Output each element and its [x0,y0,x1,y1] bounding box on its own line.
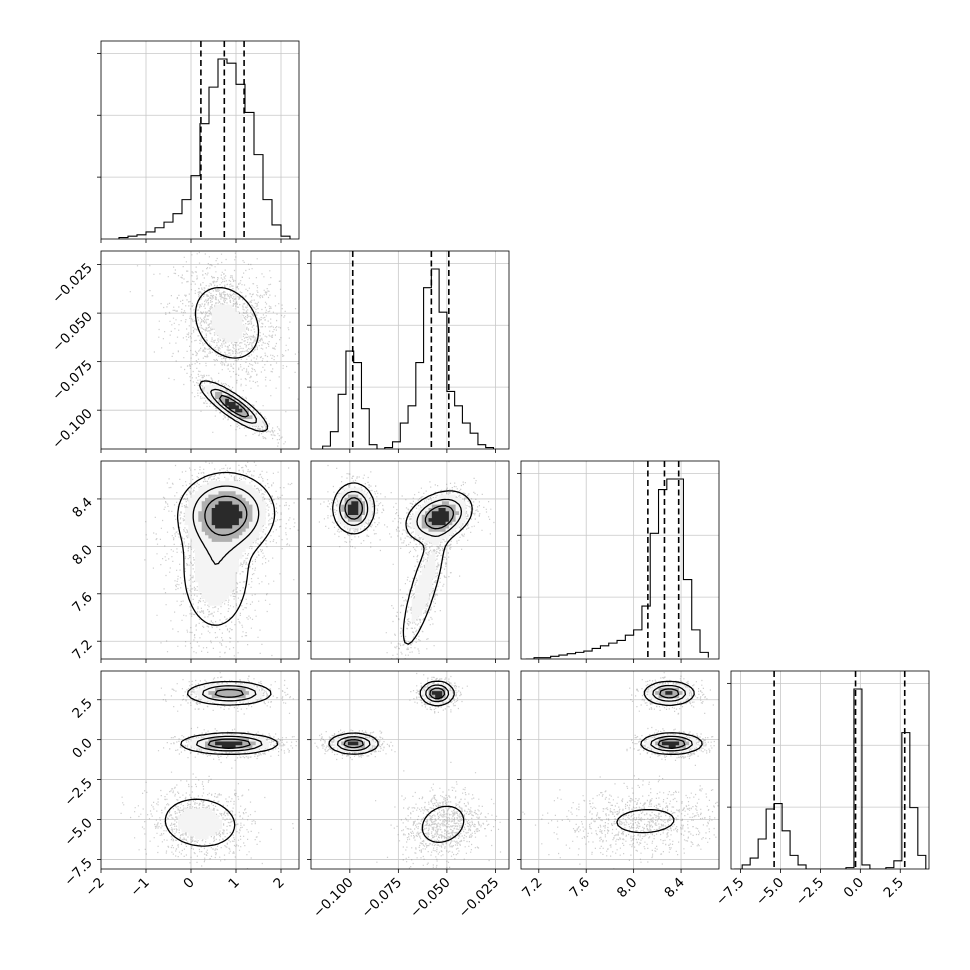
contour-level-3 [343,687,446,749]
density-fill-high [215,741,243,749]
density-fill-low [337,487,466,623]
x-tick-label-p1: 2 [270,875,287,892]
x-tick-label-p2: −0.025 [456,875,503,922]
contour-level-1 [176,471,276,626]
contour-level-1 [328,680,465,843]
panel-frame [520,670,720,870]
x-tick-label-p3: 8.0 [614,875,641,902]
x-tick-label-p3: 8.4 [661,875,688,902]
histogram-panel-2 [307,250,510,453]
x-tick-label-p1: 1 [225,875,242,892]
panel-frame [520,460,720,660]
x-tick-label-p4: 2.5 [881,875,908,902]
panel-frame [100,670,300,870]
contour-level-3 [344,497,455,530]
y-tick-label-p2: −0.050 [49,309,96,356]
scatter-panel-2-4 [307,670,510,873]
sample-points [129,251,299,447]
x-tick-label-p3: 7.2 [519,875,546,902]
density-fill-high [661,691,680,749]
y-tick-label-p4: 0.0 [69,735,96,762]
scatter-panel-1-2 [97,250,300,453]
panel-frame [100,40,300,240]
histogram-3 [525,478,709,659]
histogram-4 [734,688,927,869]
x-tick-label-p2: −0.075 [359,875,406,922]
contour-level-3 [204,495,248,536]
contour-level-3 [218,394,250,418]
panel-frame [730,670,930,870]
contour-level-3 [657,688,686,749]
x-tick-label-p2: −0.050 [407,875,454,922]
x-tick-label-p1: −1 [127,875,152,900]
y-tick-label-p4: 2.5 [69,695,96,722]
scatter-panel-2-3 [307,460,510,663]
y-tick-label-p2: −0.100 [49,406,96,453]
panel-frame [310,250,510,450]
panel-frame [100,250,300,450]
density-fill-high [347,501,449,526]
x-tick-label-p1: −2 [82,875,107,900]
y-tick-label-p3: 8.0 [69,542,96,569]
scatter-panel-1-4 [97,670,300,873]
contour-level-1 [194,286,269,432]
y-tick-label-p2: −0.025 [49,260,96,307]
x-tick-label-p4: −7.5 [713,875,747,909]
contour-level-2 [650,684,693,752]
contour-level-1 [164,680,279,847]
contour-level-2 [195,685,263,752]
x-tick-label-p2: −0.100 [310,875,357,922]
density-fill-mid [341,494,459,532]
contour-level-2 [339,490,463,538]
histogram-2 [322,268,495,449]
x-tick-label-p4: −5.0 [753,875,787,909]
histogram-panel-4 [727,670,930,873]
contour-level-2 [336,684,450,752]
density-fill-low [178,684,270,840]
contour-level-2 [210,388,257,424]
panel-frame [310,460,510,660]
x-tick-label-p1: 0 [180,875,197,892]
y-tick-label-p4: −5.0 [61,815,95,849]
density-fill-low [334,684,453,752]
contour-level-1 [616,680,703,834]
panel-frame [310,670,510,870]
density-fill-mid [215,391,253,420]
contour-level-3 [207,688,251,749]
x-tick-label-p4: 0.0 [841,875,868,902]
sample-points [521,672,719,869]
sample-points [144,461,299,658]
x-tick-label-p3: 7.6 [567,875,594,902]
y-tick-label-p2: −0.075 [49,357,96,404]
density-fill-low [205,304,263,426]
density-fill-high [211,501,243,529]
scatter-panel-1-3 [97,460,300,663]
panel-frame [100,460,300,660]
sample-points [314,672,502,869]
histogram-1 [118,58,291,239]
scatter-panel-3-4 [517,670,720,873]
histogram-panel-3 [517,460,720,663]
contour-level-2 [192,485,260,565]
contour-level-1 [332,482,473,645]
x-tick-label-p4: −2.5 [793,875,827,909]
y-tick-label-p3: 7.2 [69,637,96,664]
histogram-panel-1 [97,40,300,243]
y-tick-label-p3: 8.4 [69,494,96,521]
y-tick-label-p4: −2.5 [61,775,95,809]
y-tick-label-p3: 7.6 [69,589,96,616]
density-fill-low [645,684,696,752]
